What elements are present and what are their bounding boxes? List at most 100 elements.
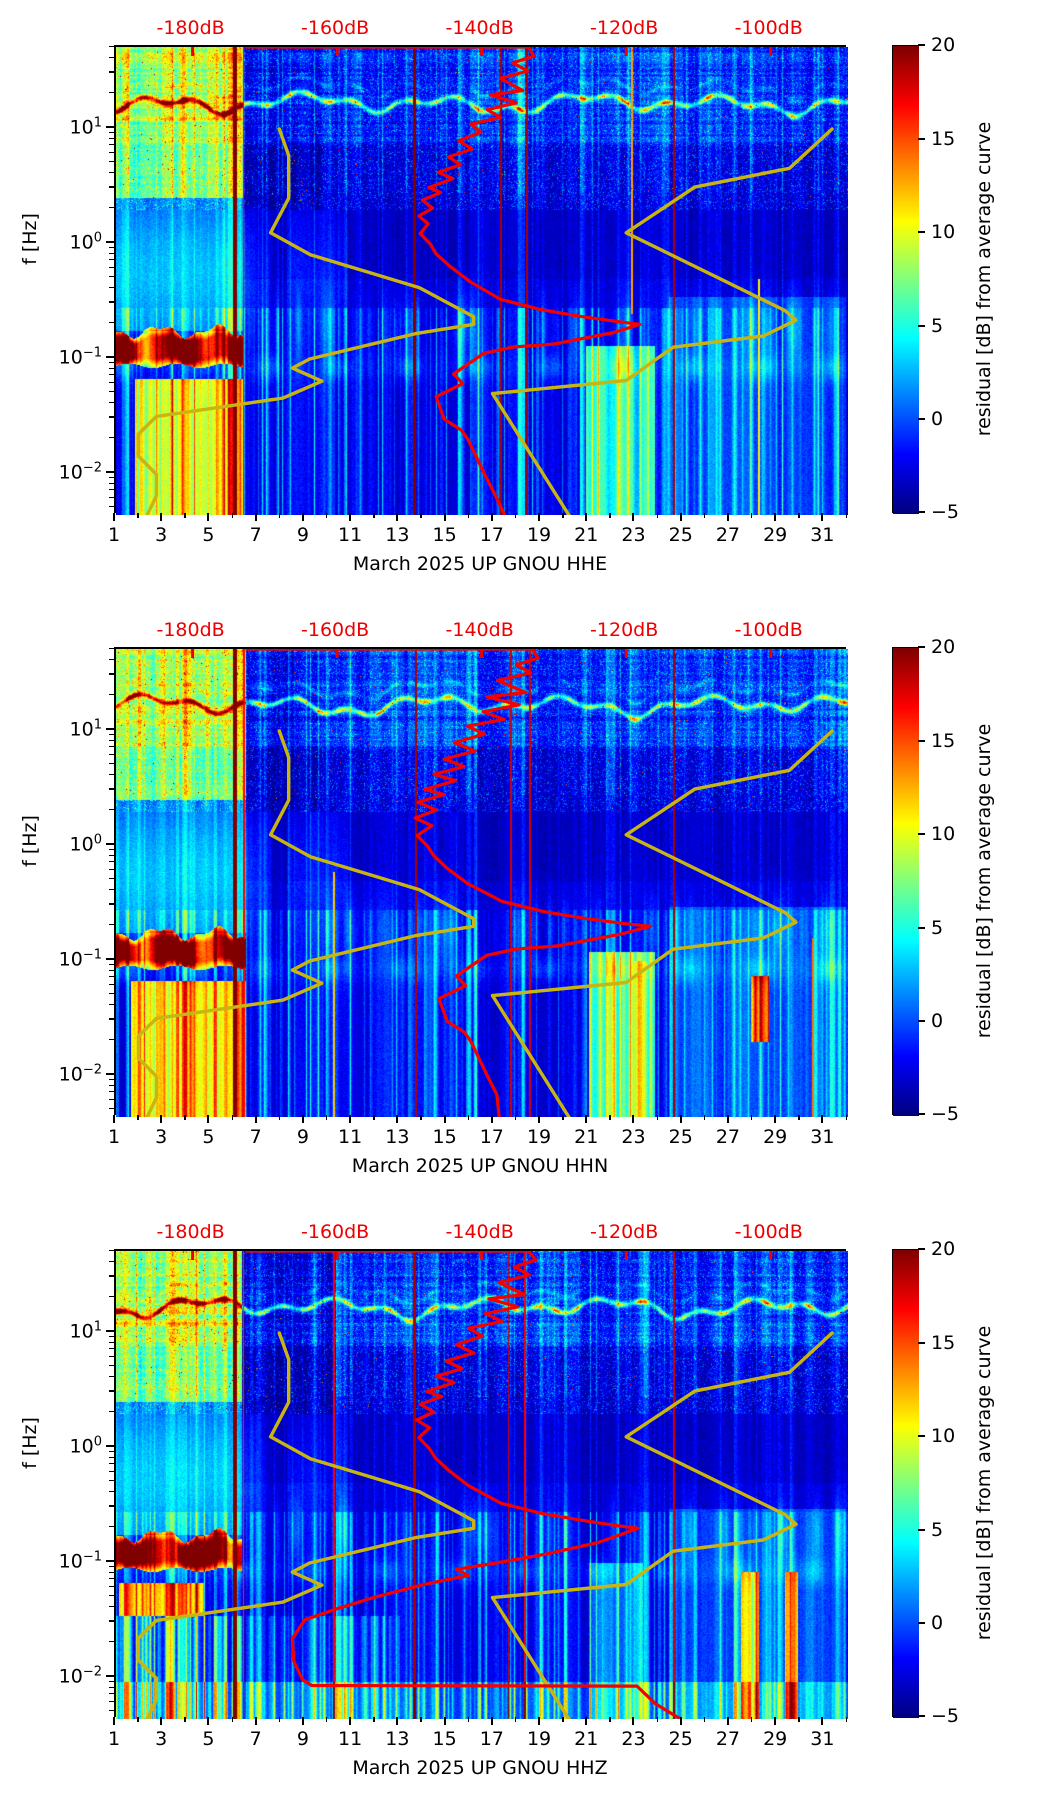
colorbar-tick (918, 1622, 925, 1625)
y-minor-tick (109, 983, 114, 986)
y-major-tick (106, 727, 114, 730)
y-minor-tick (109, 877, 114, 880)
x-tick-label: 27 (715, 1728, 741, 1750)
y-tick-label: 101 (69, 115, 102, 139)
y-minor-tick (109, 963, 114, 965)
y-minor-tick (109, 923, 114, 926)
x-minor-tick (137, 1115, 139, 1120)
x-major-tick (207, 1717, 210, 1725)
y-minor-tick (109, 1018, 114, 1020)
y-minor-tick (109, 482, 114, 484)
y-minor-tick (109, 137, 114, 139)
x-major-tick (821, 513, 824, 521)
db-axis-label: -160dB (301, 1221, 370, 1243)
y-minor-tick (109, 266, 114, 269)
x-minor-tick (845, 513, 847, 518)
y-minor-tick (109, 1364, 114, 1367)
x-tick-label: 11 (338, 1728, 363, 1750)
y-tick-label: 10−1 (58, 1549, 102, 1573)
db-axis-tick (480, 47, 484, 56)
x-major-tick (538, 1717, 541, 1725)
x-major-tick (349, 513, 352, 521)
db-axis-label: -180dB (156, 619, 225, 641)
colorbar-tick-label: 10 (931, 221, 956, 244)
nhnm-curve-hhe (490, 127, 834, 515)
y-minor-tick (109, 186, 114, 188)
colorbar-tick (918, 1341, 925, 1344)
y-tick-label: 101 (69, 1319, 102, 1343)
colorbar-tick-label: 10 (931, 1425, 956, 1448)
colorbar-label-hhe: residual [dB] from average curve (973, 121, 995, 437)
db-axis-tick (191, 1251, 195, 1260)
db-axis-label: -140dB (445, 1221, 514, 1243)
y-minor-tick (109, 848, 114, 850)
y-tick-label: 100 (69, 230, 102, 254)
x-minor-tick (798, 1717, 800, 1722)
x-minor-tick (609, 1717, 611, 1722)
x-tick-label: 3 (155, 1728, 168, 1750)
colorbar-tick (918, 1715, 925, 1717)
x-major-tick (585, 513, 588, 521)
x-major-tick (207, 513, 210, 521)
y-minor-tick (109, 1295, 114, 1298)
x-major-tick (679, 513, 682, 521)
curve-overlay-hhz (136, 1251, 834, 1719)
y-minor-tick (109, 476, 114, 478)
y-minor-tick (109, 1693, 114, 1695)
y-minor-tick (109, 1410, 114, 1413)
x-tick-label: 23 (621, 1728, 646, 1750)
y-minor-tick (109, 739, 114, 741)
x-minor-tick (373, 1717, 375, 1722)
y-minor-tick (109, 1376, 114, 1378)
y-minor-tick (109, 160, 114, 163)
colorbar-tick (918, 926, 925, 929)
colorbar-gradient (893, 648, 919, 1116)
db-axis-label: -140dB (445, 619, 514, 641)
y-minor-tick (109, 436, 114, 439)
x-minor-tick (703, 1115, 706, 1120)
y-minor-tick (109, 969, 114, 971)
y-axis-label: f [Hz] (19, 815, 41, 867)
colorbar-tick-label: 0 (931, 1010, 944, 1033)
colorbar-tick (918, 1113, 925, 1115)
y-minor-tick (109, 1107, 114, 1110)
nlnm-curve-hhe (136, 127, 476, 515)
colorbar-tick (918, 1528, 925, 1531)
x-major-tick (160, 1115, 163, 1123)
x-major-tick (160, 513, 163, 521)
x-major-tick (113, 513, 115, 521)
x-tick-label: 3 (155, 524, 168, 546)
db-axis-tick (624, 1251, 628, 1260)
x-tick-label: 11 (338, 524, 363, 546)
db-axis-tick (624, 47, 628, 56)
x-minor-tick (326, 1115, 328, 1120)
y-minor-tick (109, 1348, 114, 1350)
db-axis-label: -180dB (156, 17, 225, 39)
x-minor-tick (231, 1115, 233, 1120)
x-tick-label: 9 (296, 1728, 309, 1750)
colorbar-tick (918, 1435, 925, 1438)
x-major-tick (774, 1115, 777, 1123)
x-major-tick (585, 1717, 588, 1725)
colorbar-tick (918, 418, 925, 421)
colorbar-label-hhz: residual [dB] from average curve (973, 1325, 995, 1641)
y-major-tick (106, 1329, 114, 1332)
x-major-tick (443, 1115, 446, 1123)
y-minor-tick (109, 1578, 114, 1580)
x-major-tick (490, 1115, 493, 1123)
db-axis-tick (624, 649, 628, 658)
y-tick-label: 100 (69, 832, 102, 856)
y-minor-tick (109, 321, 114, 324)
x-minor-tick (656, 1717, 658, 1722)
x-minor-tick (703, 513, 706, 518)
y-minor-tick (109, 1335, 114, 1337)
x-minor-tick (751, 1717, 753, 1722)
y-minor-tick (109, 287, 114, 289)
x-tick-label: 5 (202, 1126, 215, 1148)
x-minor-tick (420, 513, 422, 518)
x-major-tick (726, 1717, 729, 1725)
nlnm-curve-hhz (136, 1331, 476, 1719)
x-major-tick (396, 513, 399, 521)
x-tick-label: 17 (479, 524, 504, 546)
